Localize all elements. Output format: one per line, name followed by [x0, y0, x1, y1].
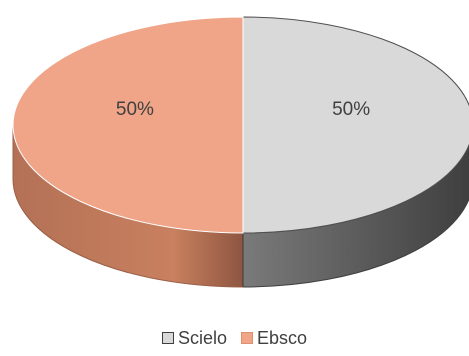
slice-ebsco [12, 16, 244, 234]
legend-label-scielo: Scielo [177, 327, 227, 348]
legend-swatch-ebsco [241, 332, 253, 344]
legend-label-ebsco: Ebsco [257, 327, 308, 348]
legend-item-ebsco: Ebsco [241, 328, 307, 349]
legend: Scielo Ebsco [0, 326, 469, 350]
slice-scielo [242, 16, 469, 234]
value-label-scielo: 50% [332, 99, 370, 120]
legend-swatch-scielo [161, 332, 174, 344]
value-label-ebsco: 50% [116, 99, 154, 120]
legend-item-scielo: Scielo [161, 327, 227, 349]
